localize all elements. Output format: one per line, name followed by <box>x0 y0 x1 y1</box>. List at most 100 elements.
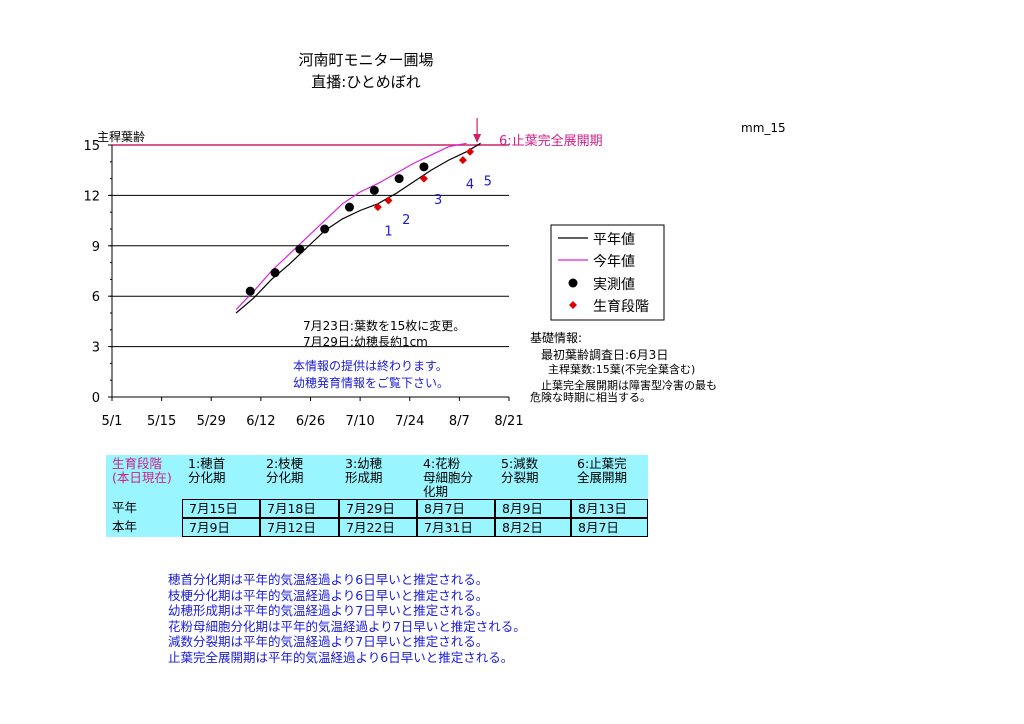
x-tick-label: 7/10 <box>346 414 375 429</box>
honnen-stage-2: 7月12日 <box>260 518 339 537</box>
x-tick-label: 5/29 <box>197 414 226 429</box>
stage-header-1-line2: 分化期 <box>188 470 226 485</box>
heinen-stage-3: 7月29日 <box>339 499 417 518</box>
heinen-stage-6: 8月13日 <box>571 499 648 518</box>
honnen-stage-6: 8月7日 <box>571 518 648 537</box>
legend-label-seiiku: 生育段階 <box>593 299 649 315</box>
stage-header-4-line2: 母細胞分 <box>423 470 474 485</box>
chart-series: 12 3 4 5 <box>235 118 492 314</box>
stage-point <box>373 203 382 212</box>
row-label-honnen: 本年 <box>106 518 182 537</box>
stage-number-label: 4 <box>466 178 474 193</box>
y-tick-label: 9 <box>92 240 100 255</box>
stage-point <box>419 174 428 183</box>
chart-title-line1: 河南町モニター圃場 <box>298 51 434 69</box>
stage-number-label: 2 <box>402 213 410 228</box>
basic-info-warning2: 危険な時期に相当する。 <box>530 391 651 404</box>
note-line1: 7月23日:葉数を15枚に変更。 <box>303 319 466 333</box>
corner-line2: (本日現在) <box>112 470 172 485</box>
conclusion-line: 花粉母細胞分化期は平年的気温経過より7日早いと推定される。 <box>168 618 526 634</box>
stage-point <box>458 156 467 165</box>
stage-header-3: 3:幼穂 形成期 <box>339 455 417 499</box>
y-tick-label: 3 <box>92 341 100 356</box>
stage-header-6-line2: 全展開期 <box>577 470 628 485</box>
stage-header-4: 4:花粉 母細胞分 化期 <box>417 455 495 499</box>
measured-point <box>320 224 330 234</box>
stage-header-2-line2: 分化期 <box>266 470 304 485</box>
note-line2: 7月29日:幼穂長約1cm <box>303 335 428 349</box>
stage-table-row-heinen: 平年 7月15日 7月18日 7月29日 8月7日 8月9日 8月13日 <box>106 499 648 518</box>
stage-number-label: 1 <box>384 225 392 240</box>
legend-label-heinen: 平年値 <box>593 232 635 248</box>
x-tick-label: 5/1 <box>102 414 123 429</box>
stage-header-4-line3: 化期 <box>423 484 449 499</box>
x-tick-label: 6/12 <box>246 414 275 429</box>
basic-info-heading: 基礎情報: <box>530 331 583 345</box>
conclusion-line: 穂首分化期は平年的気温経過より6日早いと推定される。 <box>168 572 489 587</box>
stage-header-2-line1: 2:枝梗 <box>266 456 304 471</box>
measured-point <box>344 202 354 212</box>
measured-point <box>369 185 379 195</box>
corner-label: mm_15 <box>741 121 786 135</box>
stage-header-3-line1: 3:幼穂 <box>345 456 383 471</box>
heinen-stage-2: 7月18日 <box>260 499 339 518</box>
y-tick-label: 15 <box>83 139 100 154</box>
measured-point <box>295 244 305 254</box>
arrow-head <box>473 134 482 143</box>
legend-mark-seiiku <box>569 301 577 309</box>
conclusion-line: 止葉完全展開期は平年的気温経過より6日早いと推定される。 <box>168 649 514 665</box>
stage-header-5-line2: 分裂期 <box>501 470 539 485</box>
conclusion-line: 減数分裂期は平年的気温経過より7日早いと推定される。 <box>168 634 489 649</box>
honnen-stage-4: 7月31日 <box>417 518 495 537</box>
stage-header-5: 5:減数 分裂期 <box>495 455 571 499</box>
y-tick-label: 12 <box>83 189 100 204</box>
measured-point <box>270 268 280 278</box>
stage-header-4-line1: 4:花粉 <box>423 456 461 471</box>
x-tick-label: 6/26 <box>296 414 325 429</box>
row-label-heinen: 平年 <box>106 499 182 518</box>
stage-header-2: 2:枝梗 分化期 <box>260 455 339 499</box>
measured-point <box>394 174 404 184</box>
honnen-stage-5: 8月2日 <box>495 518 571 537</box>
notice-line1: 本情報の提供は終わります。 <box>293 359 448 373</box>
honnen-stage-3: 7月22日 <box>339 518 417 537</box>
legend-box <box>550 224 665 321</box>
notice-line2: 幼穂発育情報をご覧下さい。 <box>293 376 450 390</box>
stage-header-1-line1: 1:穂首 <box>188 456 226 471</box>
stage-header-6: 6:止葉完 全展開期 <box>571 455 648 499</box>
basic-info-leaf-count: 主稈葉数:15葉(不完全葉含む) <box>548 363 696 376</box>
basic-info-warning1: 止葉完全展開期は障害型冷害の最も <box>541 379 717 392</box>
honnen-stage-1: 7月9日 <box>182 518 260 537</box>
chart-legend <box>550 224 665 321</box>
conclusion-line: 枝梗分化期は平年的気温経過より6日早いと推定される。 <box>168 587 489 603</box>
corner-line1: 生育段階 <box>112 456 163 471</box>
series-line-1 <box>235 142 467 311</box>
stage-point <box>384 196 393 205</box>
legend-label-konen: 今年値 <box>593 254 635 270</box>
stage-number-label: 3 <box>434 193 442 208</box>
stage-header-6-line1: 6:止葉完 <box>577 456 627 471</box>
measured-point <box>245 286 255 296</box>
chart-title-line2: 直播:ひとめぼれ <box>311 73 421 91</box>
stage-table-row-honnen: 本年 7月9日 7月12日 7月22日 7月31日 8月2日 8月7日 <box>106 518 648 537</box>
stage-header-3-line2: 形成期 <box>345 470 383 485</box>
stage-number-label: 5 <box>484 174 492 189</box>
y-tick-label: 0 <box>92 391 100 406</box>
chart-grid <box>112 144 509 348</box>
stage-header-5-line1: 5:減数 <box>501 456 539 471</box>
heinen-stage-5: 8月9日 <box>495 499 571 518</box>
heinen-stage-1: 7月15日 <box>182 499 260 518</box>
y-axis-label: 主稈葉齢 <box>97 130 146 144</box>
x-tick-label: 7/24 <box>395 414 424 429</box>
series-line-0 <box>235 142 481 314</box>
conclusions: 穂首分化期は平年的気温経過より6日早いと推定される。 枝梗分化期は平年的気温経過… <box>168 572 526 665</box>
stage-table-corner: 生育段階 (本日現在) <box>106 455 182 499</box>
stage-table: 生育段階 (本日現在) 1:穂首 分化期 2:枝梗 分化期 3:幼穂 形成期 4:花粉… <box>106 455 648 537</box>
x-tick-label: 8/21 <box>494 414 523 429</box>
basic-info-survey-date: 最初葉齢調査日:6月3日 <box>541 348 669 362</box>
arrow-annotation-text: 6:止葉完全展開期 <box>499 134 603 149</box>
measured-point <box>419 162 429 172</box>
y-tick-label: 6 <box>92 290 100 305</box>
